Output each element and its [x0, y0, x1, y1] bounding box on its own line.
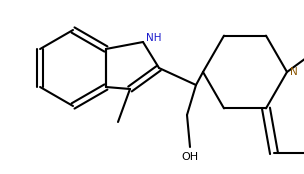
- Text: N: N: [290, 67, 298, 77]
- Text: NH: NH: [146, 33, 161, 43]
- Text: OH: OH: [181, 152, 199, 162]
